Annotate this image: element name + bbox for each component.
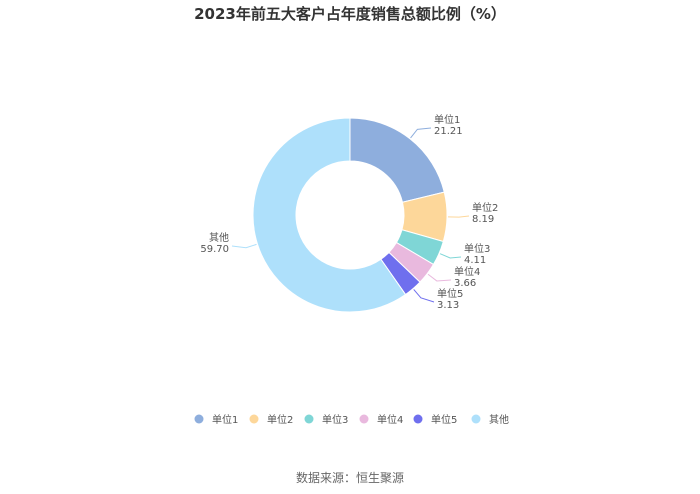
- legend-marker-6[interactable]: [471, 414, 481, 424]
- leader-line-6: [231, 243, 257, 249]
- slice-label-name-6: 其他: [209, 231, 229, 244]
- data-source: 数据来源：恒生聚源: [295, 471, 404, 485]
- leader-line-2: [447, 215, 470, 218]
- legend-marker-1[interactable]: [194, 414, 204, 424]
- legend-marker-5[interactable]: [413, 414, 423, 424]
- slice-label-name-2: 单位2: [472, 201, 498, 214]
- legend: 单位1 单位2 单位3 单位4 单位5 其他: [194, 413, 509, 426]
- legend-label-4[interactable]: 单位4: [377, 413, 403, 426]
- legend-label-3[interactable]: 单位3: [322, 413, 348, 426]
- legend-label-5[interactable]: 单位5: [431, 413, 457, 426]
- slice-label-value-2: 8.19: [472, 214, 494, 225]
- slice-label-name-5: 单位5: [437, 287, 463, 300]
- legend-marker-3[interactable]: [304, 414, 314, 424]
- slice-label-name-1: 单位1: [434, 113, 460, 126]
- slice-label-value-5: 3.13: [437, 300, 459, 311]
- slice-label-value-3: 4.11: [464, 255, 486, 266]
- slice-6[interactable]: [252, 117, 407, 313]
- legend-marker-2[interactable]: [249, 414, 259, 424]
- leader-line-3: [439, 253, 462, 259]
- leader-line-4: [427, 273, 452, 282]
- slice-1[interactable]: [349, 117, 445, 203]
- slices-group: [252, 117, 448, 313]
- slice-label-name-4: 单位4: [454, 265, 480, 278]
- leader-line-1: [410, 127, 432, 139]
- legend-label-6[interactable]: 其他: [489, 413, 509, 426]
- slice-label-name-3: 单位3: [464, 242, 490, 255]
- slice-label-value-1: 21.21: [434, 126, 463, 137]
- chart-title: 2023年前五大客户占年度销售总额比例（%）: [194, 5, 506, 23]
- legend-label-2[interactable]: 单位2: [267, 413, 293, 426]
- slice-label-value-6: 59.70: [200, 244, 229, 255]
- legend-label-1[interactable]: 单位1: [212, 413, 238, 426]
- leader-line-5: [413, 289, 435, 303]
- slice-label-value-4: 3.66: [454, 278, 476, 289]
- legend-marker-4[interactable]: [359, 414, 369, 424]
